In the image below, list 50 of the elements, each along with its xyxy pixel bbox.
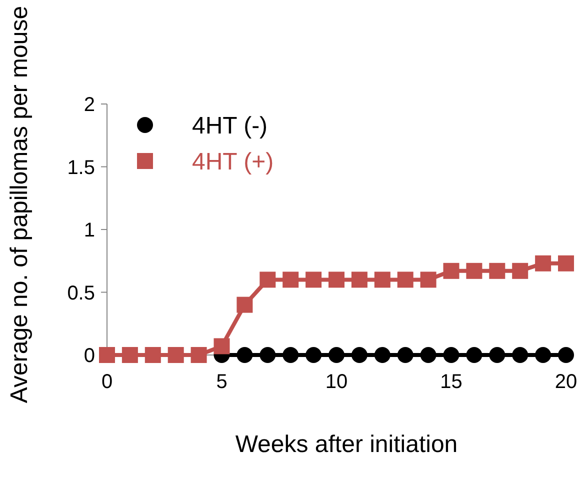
point (260, 272, 276, 288)
point (420, 272, 436, 288)
point (397, 272, 414, 288)
point (351, 272, 368, 288)
point (144, 347, 161, 363)
point (351, 347, 368, 363)
point (443, 347, 460, 363)
point (512, 262, 528, 279)
point (282, 272, 299, 288)
point (236, 347, 253, 363)
x-tick-label: 15 (440, 371, 462, 393)
point (214, 338, 230, 354)
point (558, 255, 574, 272)
point (236, 296, 253, 313)
x-tick-label: 5 (216, 371, 228, 393)
legend-label: 4HT (+) (192, 148, 274, 176)
point (328, 272, 344, 288)
x-axis-title: Weeks after initiation (235, 431, 458, 458)
point (122, 347, 138, 363)
point (535, 255, 552, 272)
y-tick-label: 0 (84, 345, 95, 367)
point (466, 262, 482, 279)
y-tick-label: 1.5 (67, 156, 95, 179)
point (99, 347, 115, 363)
point (489, 262, 506, 279)
x-tick-label: 20 (554, 371, 578, 393)
point (512, 347, 528, 363)
point (328, 347, 344, 363)
point (420, 347, 436, 363)
point (306, 272, 322, 288)
point (282, 347, 299, 363)
point (489, 347, 506, 363)
y-tick-label: 2 (84, 94, 95, 116)
x-tick-label: 10 (325, 371, 348, 393)
legend-label: 4HT (-) (192, 112, 268, 140)
point (466, 347, 482, 363)
point (535, 347, 552, 363)
point (374, 272, 390, 288)
point (374, 347, 390, 363)
x-tick-label: 0 (101, 371, 113, 393)
y-axis-title: Average no. of papillomas per mouse (6, 6, 33, 404)
point (168, 347, 184, 363)
point (306, 347, 322, 363)
point (558, 347, 574, 363)
point (260, 347, 276, 363)
point (397, 347, 414, 363)
y-tick-label: 1 (84, 220, 95, 242)
y-tick-label: 0.5 (67, 282, 95, 304)
point (190, 347, 207, 363)
point (443, 262, 460, 279)
